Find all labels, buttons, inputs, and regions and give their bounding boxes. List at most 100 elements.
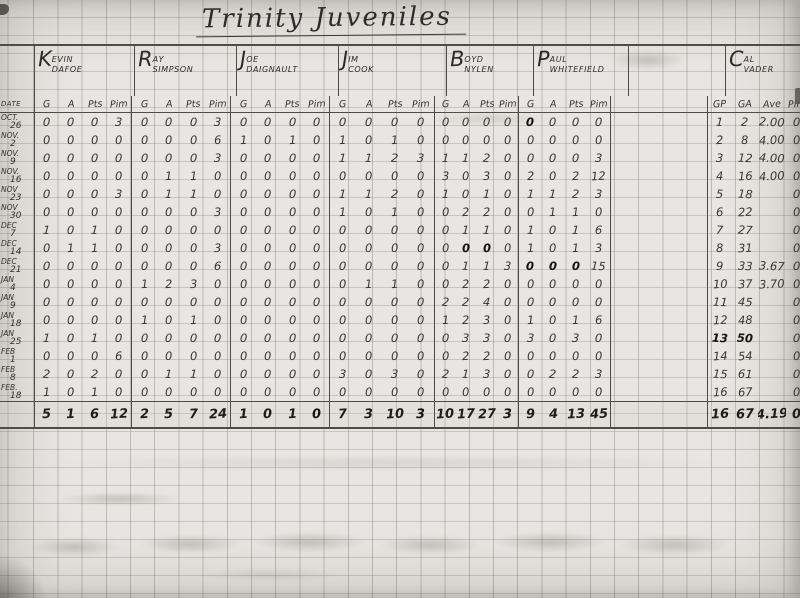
stat-value: 0 (594, 276, 603, 292)
goalie-cell (758, 293, 786, 311)
goalie-header-cell: GA (732, 96, 758, 112)
stat-value: 0 (441, 222, 450, 238)
stat-cell: 0 (256, 275, 281, 293)
stat-value: 0 (263, 114, 272, 130)
stat-value: 0 (364, 114, 374, 130)
stat-value: 0 (482, 132, 491, 148)
stat-value: 0 (164, 384, 173, 400)
stat-cell: 2 (456, 275, 477, 293)
stat-cell: 6 (107, 347, 131, 365)
stat-cell: 2 (565, 167, 588, 185)
stat-value: 2 (482, 276, 491, 292)
page-title: Trinity Juveniles (195, 1, 467, 38)
stat-group: 10 17 27 3 (435, 402, 519, 427)
stat-value: 0 (189, 222, 198, 238)
stat-cell: 0 (107, 365, 131, 383)
goalie-cell (758, 329, 786, 347)
stat-cell: 0 (382, 347, 408, 365)
stat-cell: 0 (181, 149, 206, 167)
stat-value: 0 (66, 312, 76, 328)
stat-value: 1 (338, 186, 348, 202)
stat-value: 0 (263, 366, 272, 382)
stat-value: 0 (338, 276, 348, 292)
stat-value: 2 (571, 366, 580, 382)
stat-cell: 12 (587, 167, 610, 185)
player-initial: K (37, 46, 53, 72)
goalie-cell: 4.00 (758, 149, 786, 167)
stat-cell: 0 (497, 311, 518, 329)
stat-value: 2 (441, 366, 450, 382)
stat-value: 0 (239, 150, 248, 166)
stat-header-cell: Pim (305, 96, 330, 112)
stat-cell: 1 (565, 311, 588, 329)
date-day: 7 (10, 229, 16, 239)
stat-value: 1 (526, 312, 535, 328)
stat-cell: 0 (587, 293, 610, 311)
stat-value: 0 (364, 366, 374, 382)
stat-value: 0 (114, 150, 124, 166)
stat-cell: 0 (519, 275, 542, 293)
stat-value: 1 (164, 168, 173, 184)
stat-value: 0 (364, 204, 374, 220)
stat-cell: 0 (231, 221, 256, 239)
goalie-cell: 67 (732, 402, 758, 427)
goalie-value: 0 (792, 168, 800, 184)
data-row: JAN 9 0 0 0 0 0 0 0 0 0 0 0 0 0 0 0 0 2 2 4 0 0 0 0 0 11 45 0 (0, 293, 800, 311)
stat-value: 1 (164, 366, 173, 382)
stat-cell: 0 (542, 221, 565, 239)
stat-value: 0 (338, 330, 348, 346)
stat-cell: 0 (382, 113, 408, 131)
goalie-cell: 2 (732, 113, 758, 131)
stat-cell: 0 (435, 203, 456, 221)
stat-value: 2 (571, 168, 580, 184)
goalie-value: 67 (735, 406, 755, 423)
stat-value: 0 (571, 348, 580, 364)
stat-value: 1 (338, 132, 348, 148)
stat-value: 0 (66, 204, 76, 220)
stat-header-label: A (67, 98, 75, 110)
stat-value: 3 (594, 366, 603, 382)
stat-cell: 0 (231, 347, 256, 365)
stat-cell: 0 (132, 113, 157, 131)
stat-header-group: G A Pts Pim (132, 96, 231, 112)
stat-value: 3 (482, 312, 491, 328)
stat-cell: 24 (206, 402, 231, 427)
stat-cell: 0 (587, 275, 610, 293)
stat-cell: 0 (157, 149, 182, 167)
stat-cell: 2 (477, 347, 498, 365)
stat-cell: 1 (456, 257, 477, 275)
stat-cell: 0 (456, 383, 477, 401)
stat-value: 0 (90, 348, 100, 364)
stat-value: 0 (140, 240, 149, 256)
stat-value: 0 (114, 168, 124, 184)
goalie-header-vader: C AL VADER (726, 46, 800, 96)
date-month: NOV (1, 203, 18, 212)
stat-cell: 27 (477, 402, 498, 427)
stat-cell: 0 (35, 203, 59, 221)
empty-group (611, 131, 708, 149)
goalie-cell: 0 (786, 257, 800, 275)
goalie-value: 0 (792, 204, 800, 220)
stat-value: 0 (364, 348, 374, 364)
stat-cell: 0 (59, 221, 83, 239)
stat-value: 0 (114, 132, 124, 148)
stat-value: 0 (526, 132, 535, 148)
stat-cell: 0 (280, 365, 305, 383)
stat-cell: 3 (181, 275, 206, 293)
stat-cell: 0 (305, 149, 330, 167)
stat-cell: 0 (356, 203, 382, 221)
stat-header-cell: G (35, 96, 59, 112)
stat-cell: 0 (35, 257, 59, 275)
stat-cell: 0 (256, 113, 281, 131)
stat-value: 0 (390, 348, 400, 364)
stat-cell: 3 (435, 167, 456, 185)
stat-cell: 0 (132, 239, 157, 257)
stat-cell: 1 (382, 203, 408, 221)
